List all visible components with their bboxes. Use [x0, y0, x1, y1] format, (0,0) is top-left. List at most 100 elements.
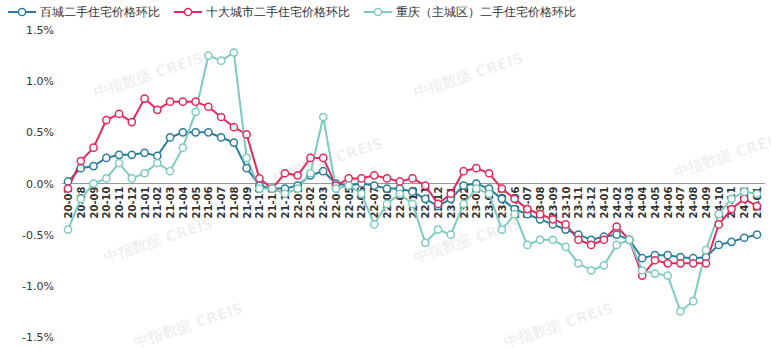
x-tick-label: 24-01: [599, 186, 610, 218]
data-point: [753, 190, 760, 197]
data-point: [192, 129, 199, 136]
x-tick-label: 23-10: [561, 186, 572, 218]
data-point: [90, 163, 97, 170]
watermark: 中指数据 CREIS: [101, 214, 215, 266]
data-point: [409, 175, 416, 182]
x-tick-label: 22-03: [318, 186, 329, 218]
data-point: [753, 231, 760, 238]
x-tick-label: 25-01: [752, 186, 763, 218]
data-point: [179, 98, 186, 105]
data-point: [588, 267, 595, 274]
data-point: [90, 144, 97, 151]
data-point: [524, 205, 531, 212]
watermark: 中指数据 CREIS: [501, 299, 615, 348]
data-point: [77, 195, 84, 202]
y-tick-label: -0.5%: [22, 229, 54, 242]
data-point: [677, 260, 684, 267]
data-point: [677, 308, 684, 315]
data-point: [562, 243, 569, 250]
data-point: [205, 103, 212, 110]
data-point: [447, 231, 454, 238]
data-point: [715, 241, 722, 248]
data-point: [626, 236, 633, 243]
data-point: [549, 216, 556, 223]
data-point: [498, 185, 505, 192]
x-tick-label: 22-07: [369, 186, 380, 218]
data-point: [230, 124, 237, 131]
data-point: [473, 185, 480, 192]
data-point: [422, 239, 429, 246]
data-point: [103, 116, 110, 123]
x-tick-label: 20-08: [76, 186, 87, 218]
y-tick: [60, 285, 63, 286]
x-tick-label: 23-12: [586, 186, 597, 218]
x-tick-label: 22-10: [408, 186, 419, 218]
data-point: [473, 165, 480, 172]
data-point: [383, 185, 390, 192]
data-point: [613, 231, 620, 238]
x-tick-label: 21-05: [191, 186, 202, 218]
data-point: [77, 157, 84, 164]
x-tick-label: 21-02: [152, 186, 163, 218]
y-tick: [60, 81, 63, 82]
data-point: [205, 129, 212, 136]
data-point: [511, 195, 518, 202]
x-tick-label: 20-11: [114, 186, 125, 218]
data-point: [664, 252, 671, 259]
data-point: [422, 195, 429, 202]
data-point: [613, 223, 620, 230]
x-tick-label: 21-04: [178, 186, 189, 218]
data-point: [741, 195, 748, 202]
legend-label: 百城二手住宅价格环比: [40, 5, 160, 19]
x-tick-label: 24-03: [624, 186, 635, 218]
data-point: [741, 188, 748, 195]
data-point: [371, 221, 378, 228]
data-point: [715, 221, 722, 228]
x-tick-label: 24-08: [688, 186, 699, 218]
data-point: [179, 129, 186, 136]
x-tick-label: 24-02: [612, 186, 623, 218]
data-point: [383, 175, 390, 182]
data-point: [218, 134, 225, 141]
x-tick-label: 22-09: [395, 186, 406, 218]
data-point: [307, 170, 314, 177]
data-point: [294, 185, 301, 192]
data-point: [243, 131, 250, 138]
data-point: [230, 139, 237, 146]
x-tick-label: 24-10: [714, 186, 725, 218]
data-point: [103, 154, 110, 161]
plot-area: [64, 49, 760, 315]
data-point: [294, 172, 301, 179]
data-point: [460, 168, 467, 175]
data-point: [345, 175, 352, 182]
data-point: [651, 270, 658, 277]
data-point: [371, 172, 378, 179]
data-point: [575, 260, 582, 267]
data-point: [460, 182, 467, 189]
data-point: [320, 168, 327, 175]
x-tick-label: 21-07: [216, 186, 227, 218]
data-point: [166, 168, 173, 175]
series-line: [68, 53, 757, 312]
data-point: [460, 200, 467, 207]
data-point: [409, 200, 416, 207]
data-point: [243, 154, 250, 161]
data-point: [358, 190, 365, 197]
data-point: [690, 260, 697, 267]
data-point: [715, 211, 722, 218]
legend-item: 重庆（主城区）二手住宅价格环比: [364, 5, 576, 19]
data-point: [166, 134, 173, 141]
data-point: [141, 170, 148, 177]
x-tick-label: 23-08: [535, 186, 546, 218]
data-point: [77, 165, 84, 172]
data-point: [218, 57, 225, 64]
watermark: 中指数据 CREIS: [411, 49, 525, 101]
data-point: [498, 226, 505, 233]
y-tick: [60, 132, 63, 133]
data-point: [115, 159, 122, 166]
series-line: [68, 132, 757, 258]
data-point: [664, 272, 671, 279]
x-tick-label: 24-07: [675, 186, 686, 218]
data-point: [613, 241, 620, 248]
y-tick: [60, 234, 63, 235]
